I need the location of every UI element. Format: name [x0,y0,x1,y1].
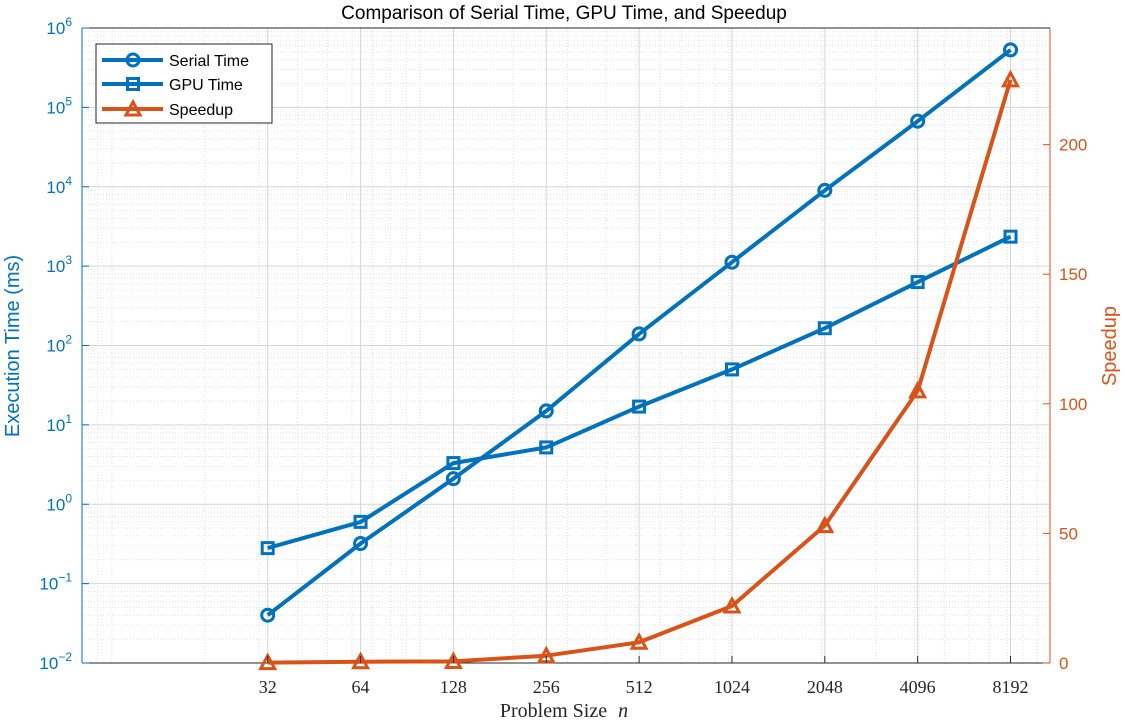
legend-label-gpu: GPU Time [169,77,243,94]
data-point-serial-time [445,471,461,487]
x-tick-label: 256 [533,677,560,697]
data-point-gpu-time [910,275,925,290]
legend-entry-serial-time: Serial Time [102,52,249,70]
data-point-serial-time [260,607,276,623]
y-left-tick-label: 101 [46,412,72,435]
data-point-serial-time [631,326,647,342]
data-point-gpu-time [1003,229,1018,244]
legend: Serial Time GPU Time Speedup [95,43,273,124]
y-axis-left-label: Execution Time (ms) [2,255,24,437]
data-point-gpu-time [817,321,832,336]
tick-labels: 10−2 10−1 100 101 102 103 104 105 106 0 50 100 150 20… [39,15,1087,697]
data-point-serial-time [724,254,740,270]
legend-triangle-marker [123,98,143,117]
data-point-speedup [908,380,928,399]
x-tick-label: 1024 [714,677,750,697]
data-point-gpu-time [539,440,554,455]
data-point-speedup [351,651,371,670]
y-right-tick-label: 150 [1059,265,1087,284]
legend-entry-gpu-time: GPU Time [102,77,243,94]
data-point-speedup [722,595,742,614]
data-point-gpu-time [724,362,739,377]
chart-title: Comparison of Serial Time, GPU Time, and… [341,3,787,24]
x-tick-label: 32 [259,677,277,697]
y-right-tick-label: 200 [1059,136,1087,155]
y-left-tick-label: 106 [46,15,72,38]
y-left-tick-label: 105 [46,94,72,117]
legend-circle-marker [125,52,141,68]
y-left-tick-label: 103 [46,253,72,276]
legend-label-serial: Serial Time [169,53,249,70]
y-left-tick-label: 10−2 [39,650,72,673]
y-right-tick-label: 0 [1059,654,1068,673]
x-tick-label: 8192 [993,677,1029,697]
x-tick-label: 128 [440,677,467,697]
data-point-speedup [629,632,649,650]
data-point-serial-time [817,182,833,198]
data-point-speedup [815,515,835,534]
x-tick-label: 4096 [900,677,936,697]
x-axis-label-text: Problem Size [500,700,607,721]
legend-label-speedup: Speedup [169,102,233,119]
data-point-gpu-time [260,541,275,556]
series-line-serial-time [266,48,1012,617]
y-right-tick-label: 50 [1059,524,1078,543]
data-point-serial-time [353,536,369,552]
x-axis-label: Problem Size n [500,700,628,721]
x-tick-label: 2048 [807,677,843,697]
legend-entry-speedup: Speedup [102,98,233,119]
series-line-gpu-time [267,234,1012,551]
y-right-tick-label: 100 [1059,395,1087,414]
data-point-speedup [258,652,278,671]
data-point-gpu-time [446,456,461,471]
legend-square-marker [126,77,140,91]
y-left-tick-label: 102 [46,333,72,356]
data-point-speedup [443,651,463,669]
data-point-serial-time [538,403,554,419]
y-axis-right-label: Speedup [1099,306,1121,386]
x-tick-label: 512 [626,677,653,697]
y-left-tick-label: 10−1 [39,571,72,594]
data-point-gpu-time [353,514,368,529]
y-left-tick-label: 104 [46,174,72,197]
x-axis-label-variable: n [618,700,628,721]
data-point-serial-time [1003,42,1019,58]
data-point-serial-time [910,113,926,129]
x-tick-label: 64 [352,677,370,697]
y-left-tick-label: 100 [46,491,72,514]
data-point-gpu-time [632,399,647,414]
data-point-speedup [1001,69,1021,88]
grid [82,27,1050,664]
series-line-speedup [267,79,1013,665]
